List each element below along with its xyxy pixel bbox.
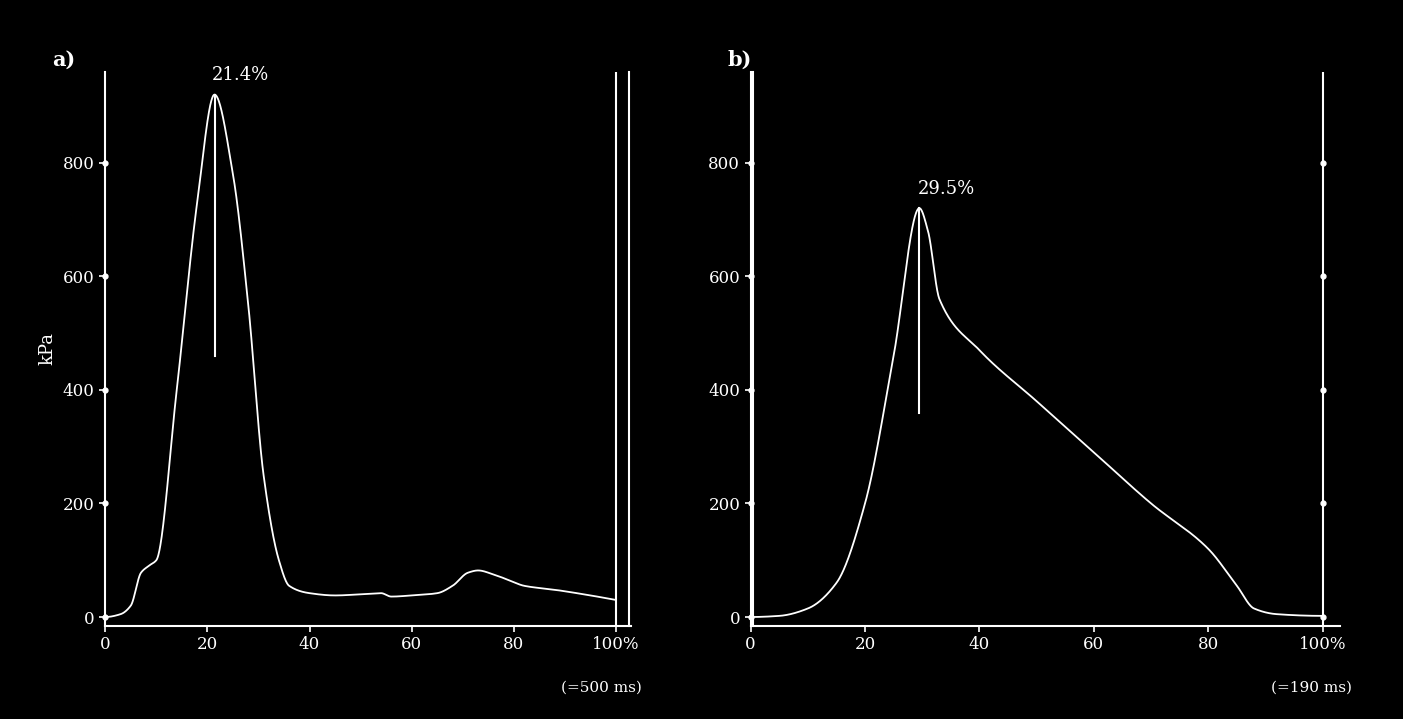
Text: b): b) [727,50,752,70]
Text: 29.5%: 29.5% [918,180,975,198]
Text: a): a) [52,50,76,70]
Text: 21.4%: 21.4% [212,66,269,84]
Text: (=500 ms): (=500 ms) [561,681,643,695]
Y-axis label: kPa: kPa [38,332,56,365]
Text: (=190 ms): (=190 ms) [1271,681,1351,695]
